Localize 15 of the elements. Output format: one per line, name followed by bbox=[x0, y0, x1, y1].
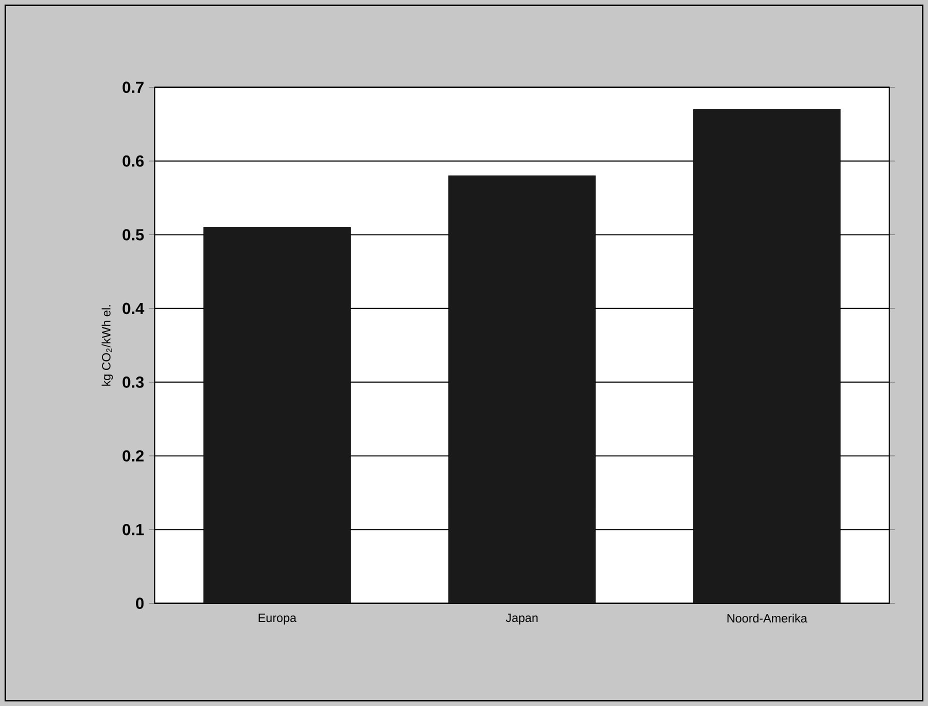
y-tick-label: 0 bbox=[136, 598, 144, 609]
y-tick-label: 0.6 bbox=[122, 155, 144, 167]
x-tick-label: Japan bbox=[506, 614, 538, 624]
y-tick-label: 0.3 bbox=[122, 376, 144, 388]
bar bbox=[203, 227, 351, 604]
x-tick-label: Noord-Amerika bbox=[728, 614, 808, 623]
y-tick-label: 0.1 bbox=[122, 524, 144, 536]
y-tick-label: 0.4 bbox=[122, 302, 144, 314]
y-tick-label: 0.5 bbox=[122, 229, 144, 240]
bar bbox=[693, 109, 841, 604]
bar bbox=[448, 176, 596, 604]
y-tick-label: 0.7 bbox=[122, 82, 144, 93]
y-axis-title: kg CO$_{2}$/kWh el. bbox=[102, 305, 113, 386]
y-tick-label: 0.2 bbox=[122, 450, 144, 462]
x-tick-label: Europa bbox=[258, 614, 296, 624]
